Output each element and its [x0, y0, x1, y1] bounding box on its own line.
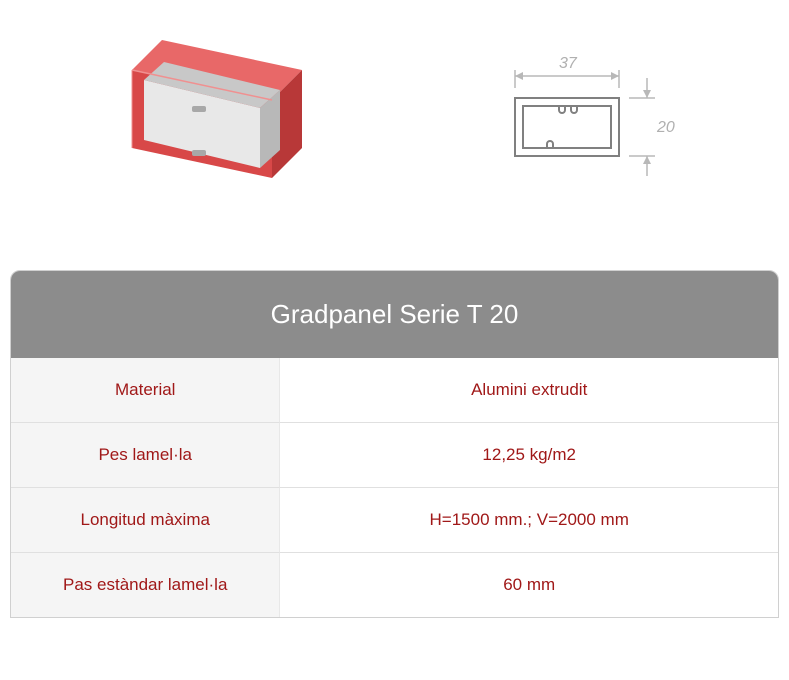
width-dimension-label: 37 [559, 55, 578, 72]
row-value: 60 mm [279, 552, 778, 617]
height-dimension-label: 20 [656, 119, 675, 136]
row-value: Alumini extrudit [279, 358, 778, 422]
row-value: 12,25 kg/m2 [279, 422, 778, 487]
values-column: Alumini extrudit 12,25 kg/m2 H=1500 mm.;… [279, 358, 778, 617]
technical-drawing: 37 20 [477, 40, 697, 200]
isometric-view [92, 20, 372, 220]
specs-table: Gradpanel Serie T 20 Material Pes lamel·… [10, 270, 779, 618]
table-body: Material Pes lamel·la Longitud màxima Pa… [11, 358, 778, 617]
figures-row: 37 20 [0, 0, 789, 260]
row-label: Pas estàndar lamel·la [11, 552, 279, 617]
row-value: H=1500 mm.; V=2000 mm [279, 487, 778, 552]
row-label: Longitud màxima [11, 487, 279, 552]
row-label: Material [11, 358, 279, 422]
row-label: Pes lamel·la [11, 422, 279, 487]
table-title: Gradpanel Serie T 20 [11, 271, 778, 358]
labels-column: Material Pes lamel·la Longitud màxima Pa… [11, 358, 279, 617]
